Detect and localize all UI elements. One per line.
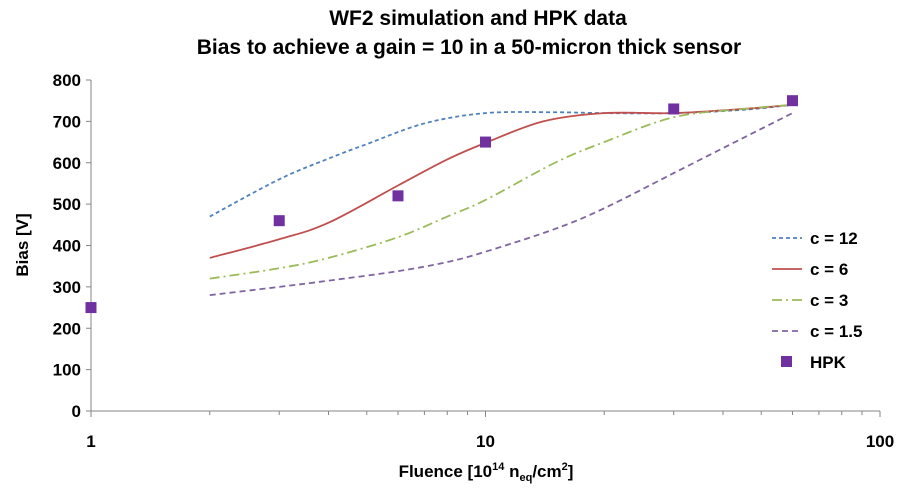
legend-label-hpk: HPK — [810, 353, 847, 372]
legend-label-c-6: c = 6 — [810, 260, 848, 279]
chart-title-line1: WF2 simulation and HPK data — [329, 7, 627, 30]
hpk-markers — [85, 95, 798, 314]
y-tick-label: 800 — [53, 71, 81, 90]
series-lines — [209, 103, 793, 297]
y-axis-title: Bias [V] — [13, 213, 32, 276]
series-line-c-12 — [209, 103, 793, 218]
legend-swatch-hpk — [781, 356, 792, 367]
y-tick-label: 300 — [53, 278, 81, 297]
y-tick-label: 700 — [53, 112, 81, 131]
legend-label-c-12: c = 12 — [810, 229, 858, 248]
y-tick-label: 400 — [53, 237, 81, 256]
legend: c = 12 c = 6 c = 3 c = 1.5 HPK — [772, 229, 862, 372]
y-tick-label: 600 — [53, 154, 81, 173]
hpk-point — [786, 95, 798, 107]
chart-title-line2: Bias to achieve a gain = 10 in a 50-micr… — [197, 36, 741, 59]
hpk-point — [273, 215, 285, 227]
x-tick-label: 1 — [86, 432, 95, 451]
series-line-c-3 — [209, 103, 793, 280]
legend-label-c-1-5: c = 1.5 — [810, 322, 862, 341]
hpk-point — [392, 190, 404, 202]
hpk-point — [480, 136, 491, 148]
hpk-point — [85, 302, 97, 314]
y-tick-label: 0 — [72, 402, 81, 421]
y-tick-label: 500 — [53, 195, 81, 214]
y-tick-label: 100 — [53, 361, 81, 380]
series-line-c-6 — [209, 103, 793, 259]
series-line-c-1-5 — [209, 112, 793, 297]
x-tick-label: 100 — [866, 432, 894, 451]
hpk-point — [668, 103, 680, 115]
x-tick-label: 10 — [476, 432, 495, 451]
y-tick-label: 200 — [53, 319, 81, 338]
x-axis-ticks: 1 10 100 — [86, 411, 894, 451]
y-axis-ticks: 0 100 200 300 400 500 600 700 800 — [53, 71, 91, 421]
x-axis-title: Fluence [1014 neq/cm2] — [399, 461, 574, 484]
legend-label-c-3: c = 3 — [810, 291, 848, 310]
